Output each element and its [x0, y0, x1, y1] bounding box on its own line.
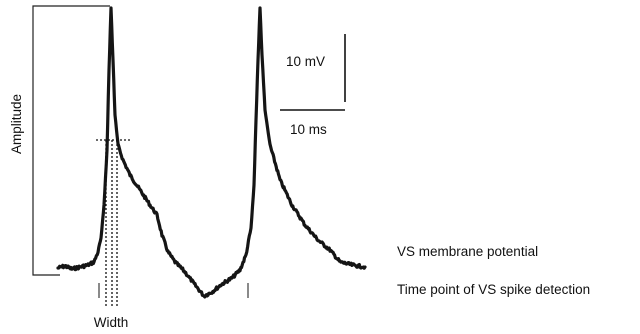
spike-detection-legend: Time point of VS spike detection: [397, 282, 590, 297]
membrane-potential-legend: VS membrane potential: [397, 244, 538, 259]
amplitude-bracket: [32, 5, 110, 276]
amplitude-label: Amplitude: [9, 94, 24, 154]
time-scale-label: 10 ms: [290, 122, 327, 137]
membrane-potential-trace: [56, 6, 367, 299]
voltage-scale-label: 10 mV: [286, 54, 325, 69]
width-label: Width: [94, 315, 129, 330]
